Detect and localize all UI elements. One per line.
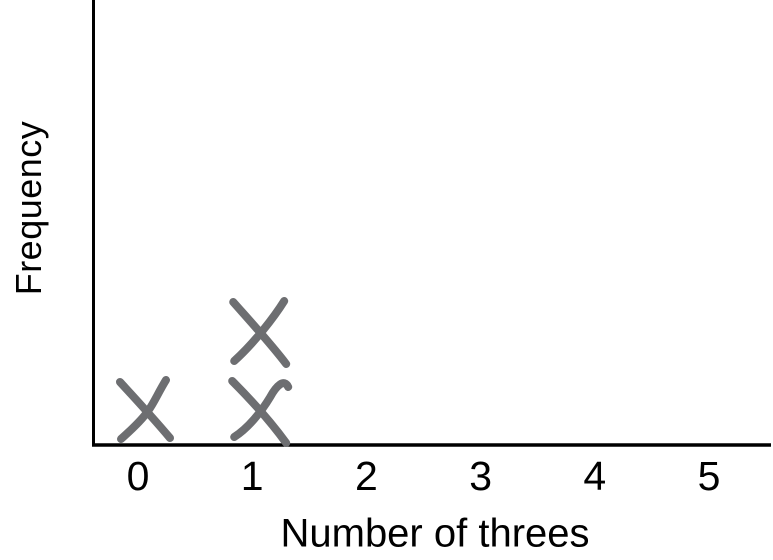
- x-tick-label: 3: [469, 453, 492, 499]
- x-mark: [229, 297, 291, 368]
- x-tick-label: 1: [240, 453, 264, 499]
- y-axis-title: Frequency: [8, 120, 49, 296]
- x-axis-ticks: 0 1 2 3 4 5: [0, 456, 773, 500]
- x-tick-label: 0: [126, 453, 150, 499]
- x-tick-label: 5: [697, 453, 721, 499]
- x-mark: [116, 376, 174, 443]
- x-mark: [228, 377, 293, 447]
- x-axis-title: Number of threes: [280, 511, 590, 556]
- x-tick-label: 2: [354, 453, 378, 499]
- x-tick-label: 4: [583, 453, 607, 499]
